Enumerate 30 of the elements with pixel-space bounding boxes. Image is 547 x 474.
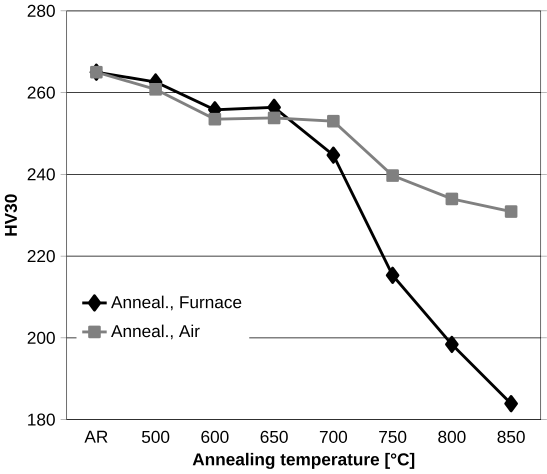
point: [149, 83, 162, 96]
y-tick-label: 280: [28, 4, 55, 18]
x-tick-label: 750: [379, 430, 406, 444]
legend-label: Anneal., Furnace: [111, 296, 242, 310]
y-tick-label: 200: [28, 332, 55, 344]
x-tick-label: AR: [84, 430, 108, 443]
point: [327, 115, 340, 128]
y-axis-title: HV30: [4, 194, 17, 236]
y-tick-label: 220: [28, 250, 55, 262]
y-tick-label: 240: [28, 168, 55, 181]
y-tick-label: 180: [28, 414, 55, 426]
point: [504, 205, 518, 218]
point: [268, 112, 280, 124]
x-tick-label: 600: [201, 430, 229, 444]
x-axis-title: Annealing temperature [°C]: [192, 452, 414, 470]
x-tick-label: 650: [260, 430, 288, 444]
legend-label: Anneal., Air: [111, 324, 200, 340]
x-tick-label: 500: [142, 430, 170, 444]
x-tick-label: 850: [498, 430, 525, 444]
x-tick-label: 800: [438, 430, 466, 444]
point: [445, 336, 459, 354]
point: [386, 169, 399, 182]
point: [90, 66, 103, 79]
point: [504, 395, 518, 412]
point: [386, 266, 400, 284]
point: [326, 146, 340, 164]
y-tick-label: 260: [28, 86, 55, 99]
point: [208, 113, 222, 126]
x-tick-label: 700: [320, 430, 348, 444]
point: [446, 192, 458, 206]
